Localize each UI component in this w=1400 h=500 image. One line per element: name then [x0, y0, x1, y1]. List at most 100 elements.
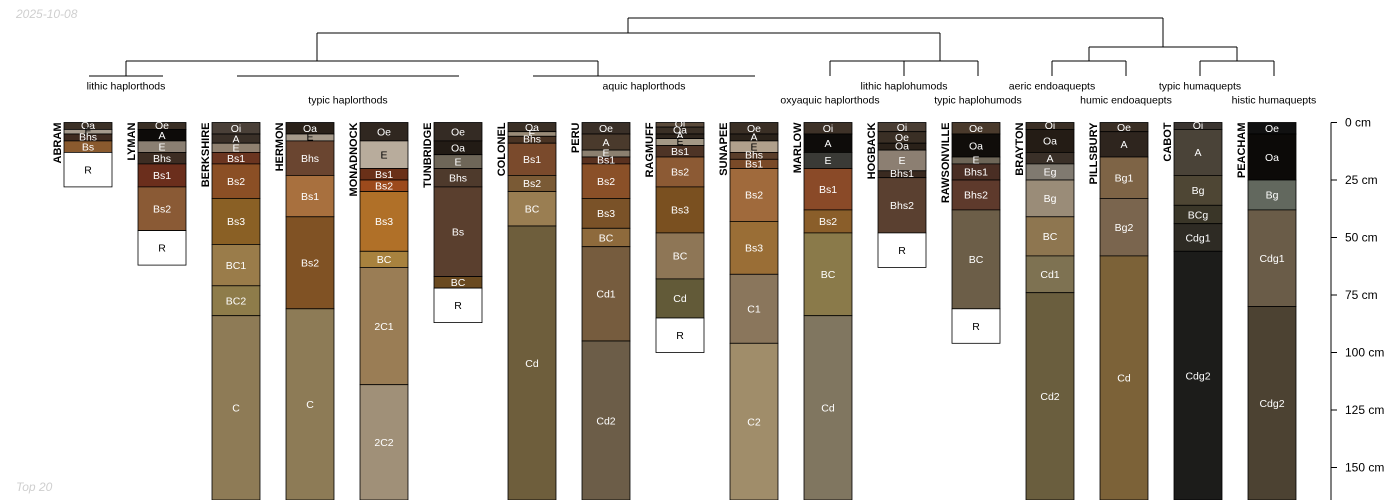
horizon-label: E: [454, 156, 461, 168]
horizon-fill: [877, 232, 927, 268]
profile-hermon: HERMON OaE Bhs Bs1 Bs2 C: [274, 122, 335, 500]
horizon-bs3: Bs3: [211, 197, 261, 245]
horizon-label: Bs1: [819, 184, 837, 196]
horizon-label: Bs1: [597, 154, 615, 166]
horizon-fill: [951, 209, 1001, 310]
horizon-label: BC2: [226, 296, 247, 308]
horizon-fill: [1099, 156, 1149, 199]
horizon-label: Oa: [969, 140, 983, 152]
horizon-label: A: [824, 138, 831, 150]
horizon-fill: [1099, 131, 1149, 158]
horizon-label: BC: [451, 277, 466, 289]
profile-name: PILLSBURY: [1088, 122, 1100, 185]
horizon-label: Cdg2: [1185, 370, 1210, 382]
horizon-bg1: Bg1: [1099, 156, 1149, 199]
horizon-cdg2: Cdg2: [1247, 306, 1297, 500]
horizon-oa: Oa: [1247, 133, 1297, 181]
horizon-fill: [285, 308, 335, 500]
horizon-label: Cdg2: [1259, 398, 1284, 410]
horizon-fill: [507, 142, 557, 176]
horizon-fill: [359, 384, 409, 500]
horizon-label: E: [84, 126, 91, 138]
horizon-e: E: [137, 140, 187, 153]
horizon-label: Cdg1: [1259, 253, 1284, 265]
horizon-fill: [1247, 306, 1297, 500]
horizon-label: BC: [377, 254, 392, 266]
horizon-oe: Oe: [581, 122, 631, 135]
horizon-bhs: Bhs: [433, 168, 483, 188]
horizon-label: Cd: [1117, 373, 1131, 385]
horizon-label: Bs2: [597, 176, 615, 188]
horizon-oe: Oe: [951, 122, 1001, 135]
horizon-label: E: [676, 136, 683, 148]
horizon-fill: [211, 285, 261, 317]
axis-tick-label: 25 cm: [1345, 173, 1378, 187]
horizon-label: Bhs: [79, 131, 97, 143]
horizon-a: A: [803, 133, 853, 153]
horizon-label: E: [602, 147, 609, 159]
horizon-bc: BC: [1025, 216, 1075, 257]
horizon-bs1: Bs1: [803, 168, 853, 211]
horizon-bs: Bs: [63, 140, 113, 153]
horizon-fill: [1025, 292, 1075, 500]
horizon-fill: [803, 168, 853, 211]
horizon-label: A: [750, 131, 757, 143]
horizon-bs1: Bs1: [655, 145, 705, 158]
horizon-label: Cd1: [1040, 269, 1059, 281]
horizon-fill: [1099, 255, 1149, 500]
profile-name: COLONEL: [496, 122, 508, 176]
horizon-label: Bs1: [523, 154, 541, 166]
profile-marlow: MARLOW Oi AE Bs1 Bs2 BC Cd: [792, 122, 853, 500]
horizon-label: Bs3: [597, 208, 615, 220]
horizon-label: Bs1: [375, 169, 393, 181]
horizon-label: R: [84, 164, 92, 176]
horizon-fill: [63, 151, 113, 188]
depth-axis: 0 cm 25 cm 50 cm 75 cm 100 cm 125 cm 150 cm: [1330, 116, 1384, 500]
horizon-fill: [1173, 128, 1223, 176]
horizon-label: Bg2: [1115, 222, 1134, 234]
horizon-fill: [581, 197, 631, 229]
horizon-cd2: Cd2: [581, 340, 631, 500]
horizon-label: BC: [821, 269, 836, 281]
horizon-a: A: [137, 128, 187, 142]
group-labels: lithic haplorthods typic haplorthods aqu…: [87, 81, 1317, 107]
horizon-fill: [285, 216, 335, 310]
profile-name: PERU: [570, 122, 582, 153]
profile-name: RAGMUFF: [644, 122, 656, 177]
profile-peacham: PEACHAM Oe Oa Bg Cdg1 Cdg2: [1236, 122, 1297, 500]
horizon-label: E: [306, 131, 313, 143]
horizon-bhs2: Bhs2: [951, 179, 1001, 211]
group-label-lithic-haplorthods: lithic haplorthods: [87, 81, 166, 93]
horizon-label: A: [1194, 147, 1201, 159]
horizon-fill: [655, 232, 705, 280]
horizon-fill: [137, 230, 187, 266]
horizon-cd1: Cd1: [581, 246, 631, 342]
horizon-label: Bhs: [523, 134, 541, 146]
group-label-aeric-endoaquepts: aeric endoaquepts: [1009, 81, 1095, 93]
horizon-oe: Oe: [359, 122, 409, 142]
profile-name: MARLOW: [792, 122, 804, 173]
horizon-bc: BC: [359, 250, 409, 268]
horizon-bc: BC: [655, 232, 705, 280]
horizon-label: Bs2: [745, 190, 763, 202]
horizon-fill: [211, 243, 261, 287]
horizon-eg: Eg: [1025, 163, 1075, 181]
horizon-fill: [803, 315, 853, 500]
horizon-bg: Bg: [1173, 174, 1223, 206]
horizon-label: C: [232, 403, 240, 415]
horizon-label: Cd: [525, 358, 539, 370]
horizon-bs2: Bs2: [507, 174, 557, 192]
horizon-bs2: Bs2: [729, 168, 779, 222]
horizon-label: Bs1: [671, 146, 689, 158]
horizon-label: A: [1046, 153, 1053, 165]
horizon-label: Bs3: [745, 243, 763, 255]
horizon-label: Bs2: [301, 258, 319, 270]
horizon-bs1: Bs1: [137, 163, 187, 188]
horizon-bs2: Bs2: [211, 163, 261, 199]
horizon-label: Oi: [231, 123, 242, 135]
horizon-bs2: Bs2: [285, 216, 335, 310]
